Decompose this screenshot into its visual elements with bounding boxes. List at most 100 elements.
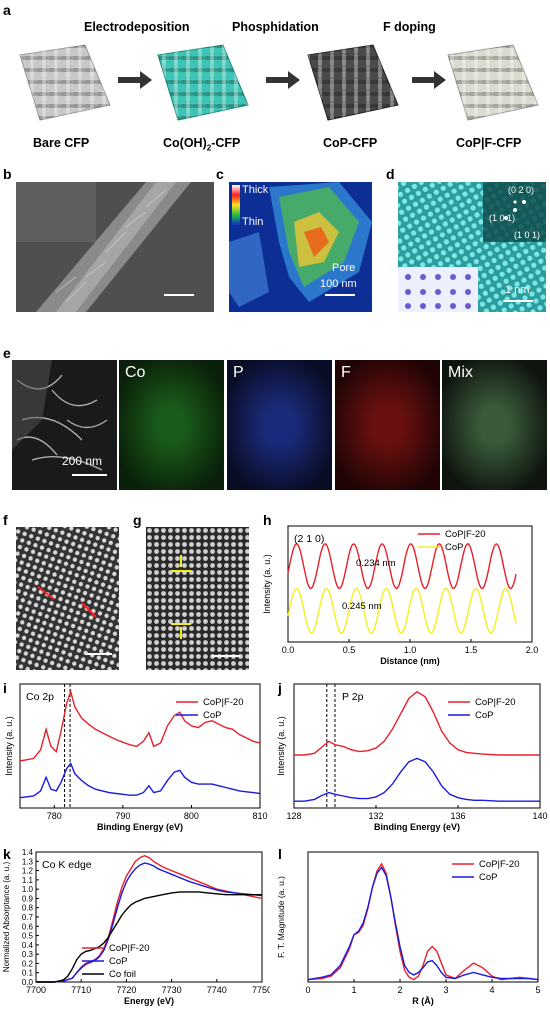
x-axis-label: R (Å) bbox=[412, 996, 434, 1006]
legend-label-2: Co foil bbox=[109, 969, 136, 980]
chart-annotation: Co 2p bbox=[26, 691, 54, 703]
x-tick-label-1: 7710 bbox=[71, 985, 91, 995]
y-tick-label-9: 0.9 bbox=[22, 894, 34, 903]
series-line-0 bbox=[19, 689, 261, 762]
x-tick-label-2: 2 bbox=[397, 985, 402, 995]
stem-image: 200 nm bbox=[12, 360, 117, 490]
series-line-1 bbox=[307, 866, 539, 981]
eds-map-co: Co bbox=[119, 360, 224, 490]
x-tick-label-3: 3 bbox=[443, 985, 448, 995]
legend-label-0: CoP|F-20 bbox=[109, 943, 149, 954]
chart-p2p-xps: 128 132 136 140 Binding Energy (eV) Intensity… bbox=[276, 683, 548, 832]
map-label-p: P bbox=[233, 364, 244, 381]
panel-label-j: j bbox=[278, 680, 282, 696]
caption-cop-cfp: CoP-CFP bbox=[323, 136, 378, 150]
y-axis-label: Intensity (a. u.) bbox=[4, 716, 14, 776]
colorbar-thin-label: Thin bbox=[242, 216, 264, 228]
x-axis-label: Energy (eV) bbox=[124, 996, 174, 1006]
spacing-label-copf: 0.234 nm bbox=[356, 558, 396, 569]
legend-label-0: CoP|F-20 bbox=[475, 697, 515, 708]
caption-bare-cfp: Bare CFP bbox=[33, 136, 90, 150]
panel-label-d: d bbox=[386, 166, 395, 182]
x-tick-label-2: 7720 bbox=[116, 985, 136, 995]
fft-spot-020: (0 2 0) bbox=[508, 185, 535, 195]
arrow-3 bbox=[412, 71, 446, 89]
plot-frame bbox=[19, 683, 261, 809]
y-tick-label-7: 0.7 bbox=[22, 913, 34, 922]
x-axis-label: Binding Energy (eV) bbox=[374, 822, 460, 832]
eds-map-p: P bbox=[227, 360, 332, 490]
chart-line-profile: 0.0 0.5 1.0 1.5 2.0 Distance (nm) Intensity (a… bbox=[262, 525, 539, 666]
x-tick-label-3: 140 bbox=[532, 811, 547, 821]
series-line-1 bbox=[294, 757, 540, 802]
panel-label-a: a bbox=[3, 2, 11, 18]
legend-label-0: CoP|F-20 bbox=[445, 529, 485, 540]
x-tick-label-4: 7740 bbox=[207, 985, 227, 995]
plot-frame bbox=[307, 851, 539, 983]
panel-label-l: l bbox=[278, 846, 282, 862]
mesh-copf-cfp bbox=[447, 44, 539, 121]
y-tick-label-6: 0.6 bbox=[22, 922, 34, 931]
y-tick-label-11: 1.1 bbox=[22, 876, 34, 885]
panel-label-f: f bbox=[3, 512, 8, 528]
eds-map-mix: Mix bbox=[442, 360, 547, 490]
hrtem-copf bbox=[16, 527, 119, 670]
panel-label-c: c bbox=[216, 166, 224, 182]
y-tick-label-13: 1.3 bbox=[22, 857, 34, 866]
fft-spot-101-a: (1 0 1) bbox=[489, 213, 516, 223]
x-tick-label-2: 1.0 bbox=[404, 645, 417, 655]
arrow-2 bbox=[266, 71, 300, 89]
scale-bar bbox=[164, 294, 194, 296]
y-tick-label-10: 1.0 bbox=[22, 885, 34, 894]
plot-frame bbox=[293, 683, 541, 809]
eds-map-f: F bbox=[335, 360, 440, 490]
panel-label-k: k bbox=[3, 846, 11, 862]
map-label-f: F bbox=[341, 364, 351, 381]
x-tick-label-5: 7750 bbox=[252, 985, 270, 995]
y-tick-label-4: 0.4 bbox=[22, 941, 34, 950]
step-f-doping: F doping bbox=[383, 20, 436, 34]
step-electrodeposition: Electrodeposition bbox=[84, 20, 190, 34]
plot-frame bbox=[35, 851, 263, 983]
arrow-1 bbox=[118, 71, 152, 89]
mesh-bare-cfp bbox=[19, 44, 111, 121]
scale-bar-label: 1 nm bbox=[505, 284, 530, 296]
y-tick-label-3: 0.3 bbox=[22, 950, 34, 959]
series-line-0 bbox=[36, 854, 263, 983]
legend-label-0: CoP|F-20 bbox=[479, 859, 519, 870]
legend-label-1: CoP bbox=[203, 710, 221, 721]
chart-co2p-xps: 780 790 800 810 Binding Energy (eV) Intensity… bbox=[4, 683, 268, 832]
y-tick-label-14: 1.4 bbox=[22, 848, 34, 857]
x-tick-label-4: 2.0 bbox=[526, 645, 539, 655]
thickness-map: Thick Thin Pore 100 nm bbox=[229, 182, 372, 312]
chart-annotation: (2 1 0) bbox=[294, 533, 324, 545]
scale-bar bbox=[325, 294, 355, 296]
y-tick-label-5: 0.5 bbox=[22, 932, 34, 941]
hrtem-cop bbox=[146, 527, 249, 670]
map-label-mix: Mix bbox=[448, 364, 473, 381]
x-tick-label-1: 790 bbox=[115, 811, 130, 821]
y-tick-label-12: 1.2 bbox=[22, 867, 34, 876]
x-tick-label-3: 7730 bbox=[162, 985, 182, 995]
y-tick-label-1: 0.1 bbox=[22, 969, 34, 978]
legend-label-1: CoP bbox=[445, 542, 463, 553]
y-tick-label-8: 0.8 bbox=[22, 904, 34, 913]
x-tick-label-1: 1 bbox=[351, 985, 356, 995]
series-line-1 bbox=[19, 762, 261, 799]
x-tick-label-4: 4 bbox=[489, 985, 494, 995]
chart-annotation: Co K edge bbox=[42, 859, 92, 871]
y-axis-label: F. T. Magnitude (a. u.) bbox=[276, 876, 286, 958]
scale-bar bbox=[503, 300, 533, 302]
series-line-1 bbox=[36, 862, 263, 983]
panel-label-b: b bbox=[3, 166, 12, 182]
panel-label-h: h bbox=[263, 512, 272, 528]
x-tick-label-0: 780 bbox=[47, 811, 62, 821]
series-line-2 bbox=[36, 891, 262, 983]
step-phosphidation: Phosphidation bbox=[232, 20, 319, 34]
series-line-0 bbox=[294, 690, 540, 756]
panel-label-e: e bbox=[3, 345, 11, 361]
chart-exafs: 0 1 2 3 4 5 R (Å) F. T. Magnitude (a. u.) CoP|F-… bbox=[276, 851, 541, 1006]
x-tick-label-0: 0.0 bbox=[282, 645, 295, 655]
caption-co-oh-cfp: Co(OH)2-CFP bbox=[163, 136, 241, 153]
scale-bar-label: 200 nm bbox=[62, 454, 103, 468]
